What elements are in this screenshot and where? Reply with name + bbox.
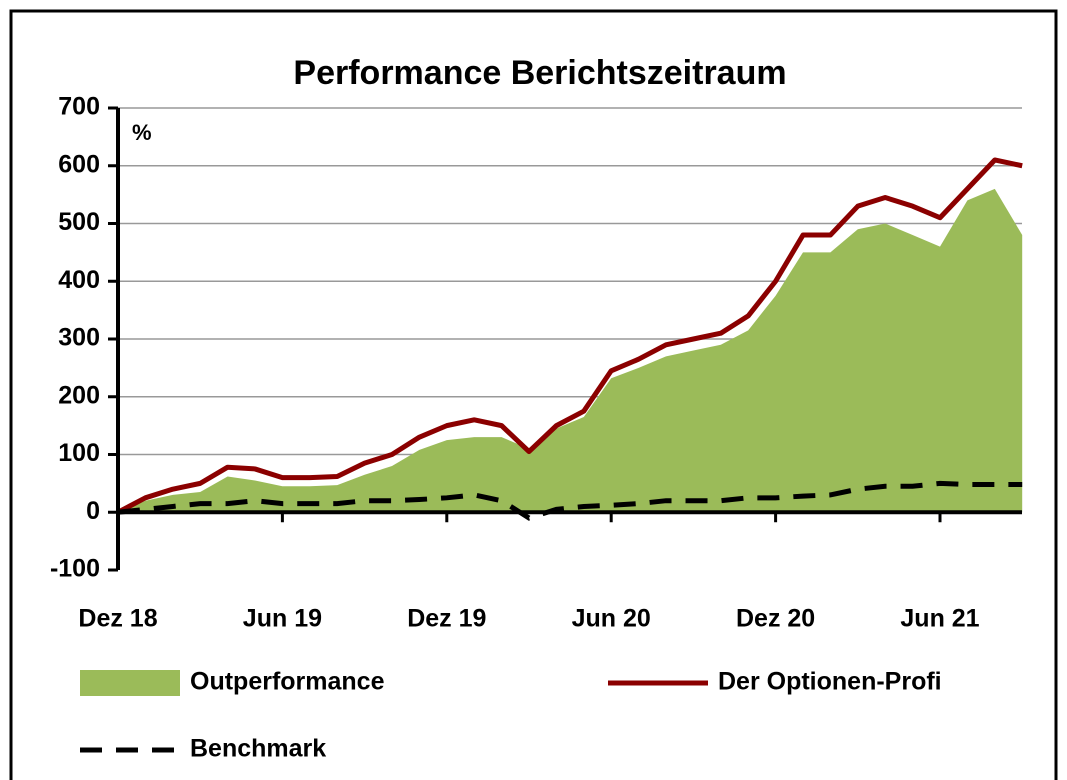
frame	[9, 9, 1058, 780]
y-tick-label: -100	[50, 555, 100, 583]
y-tick-label: 500	[58, 208, 100, 236]
y-tick-label: 200	[58, 381, 100, 409]
y-tick-label: 300	[58, 324, 100, 352]
x-tick-label: Dez 18	[78, 605, 157, 633]
x-tick-label: Dez 19	[407, 605, 486, 633]
y-tick-label: 400	[58, 266, 100, 294]
y-tick-label: 700	[58, 93, 100, 121]
y-tick-label: 0	[86, 497, 100, 525]
line	[117, 480, 1023, 521]
chart-title: Performance Berichtszeitraum	[293, 54, 786, 92]
legend-label: Benchmark	[190, 735, 326, 763]
y-axis-label: %	[132, 120, 152, 145]
x-tick-label: Dez 20	[736, 605, 815, 633]
line	[116, 157, 1023, 515]
x-tick-label: Jun 19	[243, 605, 322, 633]
x-tick-label: Jun 21	[900, 605, 979, 633]
x-tick-label: Jun 20	[572, 605, 651, 633]
y-tick-label: 600	[58, 150, 100, 178]
area	[118, 188, 1023, 513]
legend-label: Der Optionen-Profi	[718, 668, 942, 696]
legend-swatch	[80, 670, 180, 696]
legend-label: Outperformance	[190, 668, 385, 696]
y-tick-label: 100	[58, 439, 100, 467]
